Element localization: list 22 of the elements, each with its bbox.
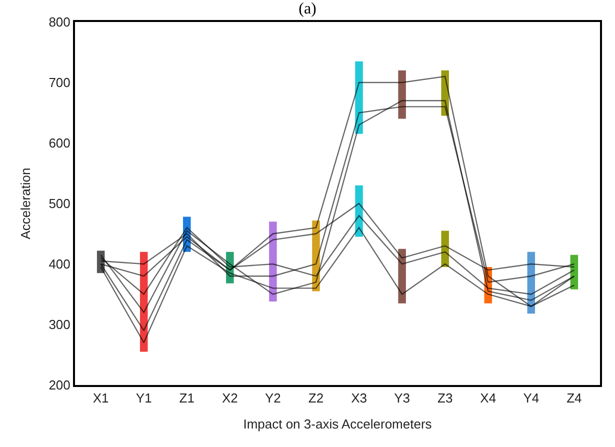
x-tick-label: Y3 bbox=[394, 390, 410, 406]
chart-title: (a) bbox=[298, 0, 316, 18]
x-tick-label: X2 bbox=[222, 390, 238, 406]
y-tick-label: 400 bbox=[48, 256, 70, 272]
y-tick-label: 600 bbox=[48, 136, 70, 151]
x-tick-label: X1 bbox=[92, 390, 109, 406]
x-axis-title: Impact on 3-axis Accelerometers bbox=[243, 416, 432, 432]
x-tick-label: Z3 bbox=[437, 390, 453, 406]
x-tick-label: Z2 bbox=[308, 390, 324, 406]
x-tick-label: X3 bbox=[351, 390, 367, 406]
y-tick-label: 200 bbox=[48, 378, 70, 393]
y-tick-label: 300 bbox=[48, 317, 70, 332]
y-tick-label: 500 bbox=[48, 196, 70, 212]
x-tick-label: Y1 bbox=[136, 390, 152, 406]
y-tick-label: 800 bbox=[48, 14, 70, 30]
y-axis-title: Acceleration bbox=[18, 168, 34, 240]
x-tick-label: Z1 bbox=[179, 390, 194, 406]
x-tick-label: Z4 bbox=[566, 390, 582, 406]
x-tick-label: Y2 bbox=[264, 390, 281, 406]
x-tick-label: X4 bbox=[480, 390, 496, 406]
y-tick-label: 700 bbox=[48, 75, 70, 90]
x-tick-label: Y4 bbox=[523, 390, 540, 406]
